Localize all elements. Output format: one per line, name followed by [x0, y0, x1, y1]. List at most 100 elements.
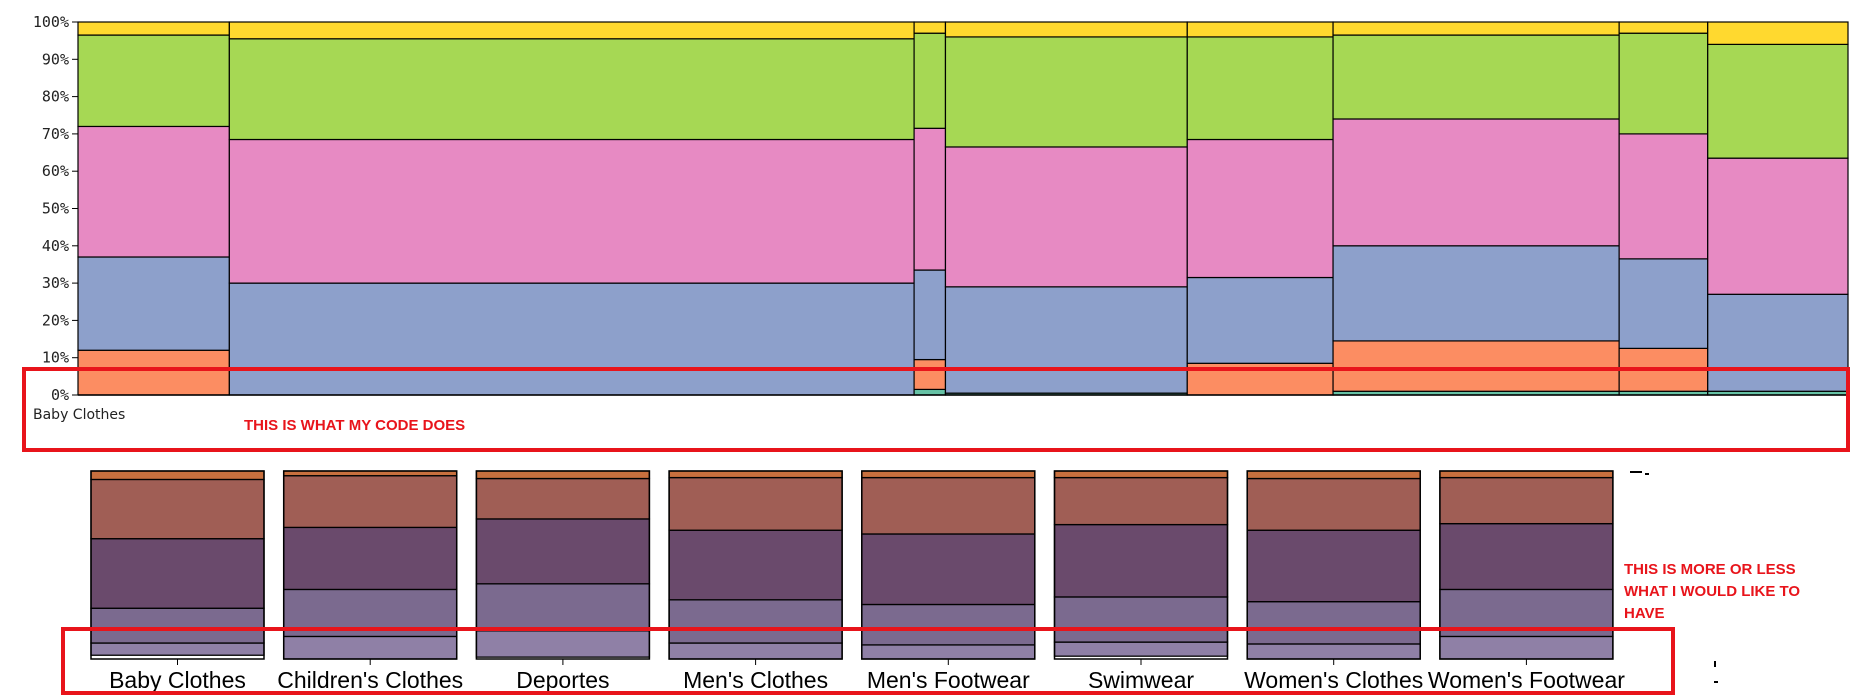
bar-segment: [944, 146, 1188, 288]
bar-segment: [90, 642, 265, 656]
bar-segment: [944, 21, 1188, 38]
bar-segment: [77, 21, 230, 36]
bar-segment: [1707, 21, 1849, 45]
bar-segment: [1053, 596, 1229, 643]
bar-segment: [475, 630, 651, 658]
bar-segment: [861, 533, 1036, 606]
y-tick-label: 60%: [42, 162, 69, 180]
bar-segment: [228, 21, 915, 40]
bar-segment: [1186, 36, 1334, 141]
bar-segment: [475, 470, 651, 480]
x-tick-label: Children's Clothes: [277, 667, 463, 693]
x-tick-label: Baby Clothes: [33, 407, 125, 423]
bar-segment: [283, 635, 458, 660]
bar-segment: [1053, 476, 1229, 526]
bar-segment: [228, 38, 915, 141]
x-tick-label: Deportes: [516, 667, 609, 693]
bar-segment: [1439, 476, 1614, 525]
bar-segment: [861, 476, 1036, 535]
bar-segment: [1439, 470, 1614, 479]
y-tick-label: 70%: [42, 125, 69, 143]
bar-segment: [913, 127, 947, 271]
bar-segment: [283, 526, 458, 591]
y-tick-label: 0%: [51, 386, 69, 404]
bar-segment: [1186, 276, 1334, 364]
annotation-text-bottom-line-2: WHAT I WOULD LIKE TO: [1624, 583, 1800, 600]
bar-segment: [228, 138, 915, 284]
y-tick-label: 30%: [42, 274, 69, 292]
bar-segment: [1618, 258, 1709, 349]
x-tick-label: Men's Footwear: [867, 667, 1030, 693]
y-tick-label: 100%: [33, 13, 69, 31]
bar-segment: [1618, 32, 1709, 135]
bar-segment: [668, 476, 843, 531]
y-tick-label: 20%: [42, 311, 69, 329]
bar-segment: [913, 269, 947, 361]
bar-segment: [1246, 643, 1421, 660]
bar-segment: [90, 470, 265, 481]
bar-segment: [1246, 477, 1421, 531]
bar-segment: [77, 34, 230, 128]
bar-segment: [475, 518, 651, 585]
y-tick-label: 50%: [42, 200, 69, 218]
bar-segment: [668, 529, 843, 601]
bar-segment: [90, 478, 265, 540]
annotation-box-top: [22, 367, 1850, 452]
bar-segment: [1618, 133, 1709, 260]
bar-segment: [475, 477, 651, 520]
annotation-box-bottom: [61, 627, 1675, 695]
bar-segment: [861, 644, 1036, 660]
annotation-text-top: THIS IS WHAT MY CODE DOES: [244, 417, 465, 434]
bar-segment: [77, 349, 230, 396]
x-tick-label: Swimwear: [1088, 667, 1194, 693]
y-tick-label: 80%: [42, 88, 69, 106]
top-marimekko-chart: 0% 10% 20% 30% 40% 50% 60% 70% 80% 90% 100% Baby Cl…: [33, 13, 1849, 423]
bar-segment: [913, 358, 947, 391]
bar-segment: [861, 470, 1036, 479]
bar-segment: [1186, 138, 1334, 279]
bar-segment: [1246, 470, 1421, 480]
bar-segment: [668, 599, 843, 644]
bar-segment: [1246, 601, 1421, 645]
bar-segment: [90, 538, 265, 609]
bar-segment: [1053, 641, 1229, 657]
bar-segment: [1246, 529, 1421, 603]
bar-segment: [77, 125, 230, 258]
bar-segment: [1618, 21, 1709, 34]
bar-segment: [90, 607, 265, 644]
x-tick-label: Women's Footwear: [1428, 667, 1625, 693]
bar-segment: [913, 21, 947, 34]
bar-segment: [1332, 21, 1620, 36]
bar-segment: [1439, 522, 1614, 591]
bar-segment: [228, 282, 915, 396]
x-tick-label: Women's Clothes: [1244, 667, 1423, 693]
bar-segment: [944, 36, 1188, 148]
bar-segment: [1707, 293, 1849, 392]
bar-segment: [77, 256, 230, 351]
bottom-stacked-bar-chart: Baby Clothes Children's Clothes Deportes Me…: [90, 470, 1625, 693]
bar-segment: [1332, 340, 1620, 392]
bar-segment: [668, 642, 843, 660]
bar-segment: [668, 470, 843, 479]
bar-segment: [1332, 34, 1620, 120]
y-tick-label: 10%: [42, 349, 69, 367]
bar-segment: [913, 388, 947, 396]
bar-segment: [944, 286, 1188, 394]
y-tick-label: 40%: [42, 237, 69, 255]
bar-segment: [1332, 245, 1620, 342]
bar-segment: [283, 475, 458, 529]
bar-segment: [913, 32, 947, 129]
x-tick-label: Baby Clothes: [109, 667, 246, 693]
x-tick-label: Men's Clothes: [683, 667, 828, 693]
bar-segment: [861, 603, 1036, 646]
bar-segment: [1053, 523, 1229, 598]
bar-segment: [1186, 21, 1334, 38]
annotation-text-bottom-line-3: HAVE: [1624, 605, 1665, 622]
annotation-text-bottom-line-1: THIS IS MORE OR LESS: [1624, 561, 1796, 578]
y-tick-label: 90%: [42, 50, 69, 68]
bar-segment: [475, 583, 651, 632]
bar-segment: [1707, 157, 1849, 295]
bar-segment: [1332, 118, 1620, 247]
bar-segment: [1053, 470, 1229, 479]
